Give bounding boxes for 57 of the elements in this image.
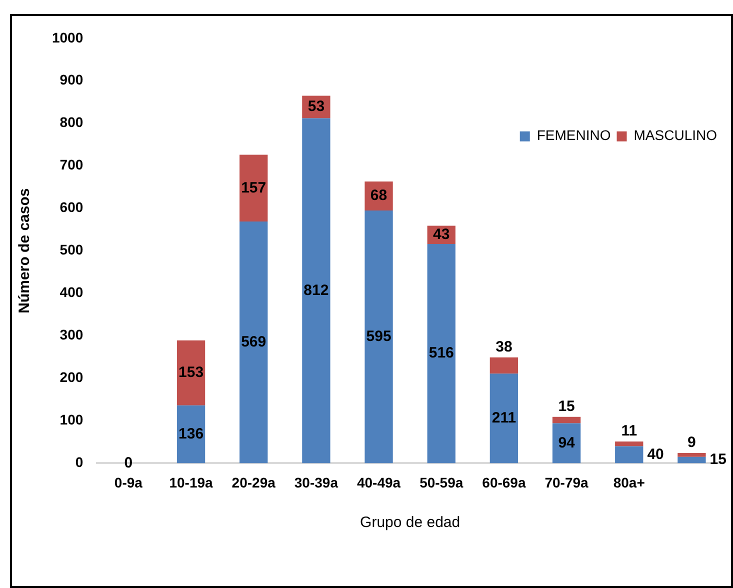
bar <box>490 357 518 374</box>
y-tick-label: 100 <box>60 412 84 428</box>
x-axis-title: Grupo de edad <box>360 514 460 532</box>
data-label: 9 <box>688 434 696 452</box>
y-tick-label: 0 <box>75 454 84 470</box>
bar <box>240 221 268 464</box>
y-tick-label: 800 <box>60 114 84 130</box>
data-label: 0 <box>124 454 133 472</box>
x-tick-label: 20-29a <box>232 474 276 490</box>
x-tick-label: 30-39a <box>294 474 338 490</box>
data-label: 157 <box>241 179 266 196</box>
data-label: 516 <box>428 344 454 362</box>
bar <box>678 456 706 464</box>
y-tick-label: 500 <box>60 242 84 258</box>
data-label: 569 <box>241 333 266 350</box>
x-tick-label: 10-19a <box>169 474 214 490</box>
y-tick-label: 1000 <box>52 29 84 46</box>
data-label: 38 <box>496 338 512 356</box>
data-label: 43 <box>433 226 450 244</box>
y-tick-label: 700 <box>60 156 84 173</box>
data-label: 11 <box>621 422 638 440</box>
data-label: 53 <box>308 98 325 116</box>
bar <box>552 416 581 424</box>
y-axis-title: Número de casos <box>16 188 34 314</box>
legend-label: MASCULINO <box>634 127 718 144</box>
bar <box>176 340 206 406</box>
bar <box>240 154 268 222</box>
x-tick-label: 0-9a <box>114 474 143 490</box>
data-label: 15 <box>558 398 575 416</box>
data-label: 94 <box>558 434 576 452</box>
bar <box>490 374 518 464</box>
x-tick-label: 80a+ <box>613 474 645 490</box>
data-label: 68 <box>370 187 388 204</box>
data-label: 15 <box>710 451 726 468</box>
y-tick-label: 200 <box>60 369 84 386</box>
data-label: 812 <box>304 282 329 299</box>
data-label: 211 <box>492 410 516 427</box>
bar <box>678 453 706 457</box>
y-tick-label: 600 <box>60 199 84 216</box>
x-tick-label: 40-49a <box>356 474 401 490</box>
x-tick-label: 60-69a <box>482 474 526 490</box>
data-label: 153 <box>178 364 204 382</box>
data-label: 40 <box>647 446 664 463</box>
y-tick-label: 900 <box>60 72 84 88</box>
y-tick-label: 400 <box>60 284 84 300</box>
data-label: 136 <box>178 425 204 442</box>
bar <box>427 244 456 464</box>
x-tick-label: 70-79a <box>544 474 589 490</box>
bar <box>302 118 330 464</box>
legend-label: FEMENINO <box>536 127 611 144</box>
bar <box>615 442 644 446</box>
data-label: 595 <box>366 328 392 345</box>
bar <box>364 210 393 464</box>
bar <box>176 405 206 464</box>
x-tick-label: 50-59a <box>420 474 464 490</box>
bar <box>615 446 644 464</box>
y-tick-label: 300 <box>60 326 84 343</box>
